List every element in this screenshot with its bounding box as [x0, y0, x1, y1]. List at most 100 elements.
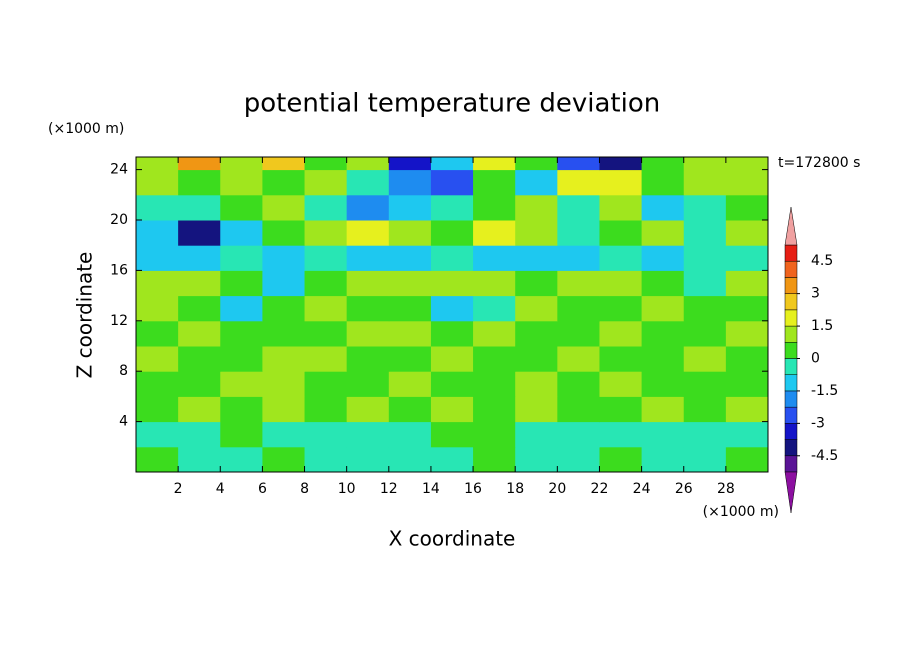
- field-cell: [515, 446, 558, 472]
- field-cell: [388, 194, 432, 221]
- field-cell: [178, 295, 221, 322]
- field-cell: [599, 396, 643, 423]
- field-cell: [262, 270, 306, 297]
- field-cell: [304, 295, 348, 322]
- field-cell: [262, 245, 306, 271]
- field-cell: [683, 421, 727, 448]
- field-cell: [683, 157, 727, 171]
- x-tick-label: 16: [464, 481, 482, 497]
- field-cell: [473, 371, 516, 397]
- field-cell: [220, 371, 263, 397]
- field-cell: [473, 157, 516, 171]
- colorbar-box: [784, 277, 798, 294]
- field-cell: [515, 245, 558, 271]
- field-cell: [220, 295, 263, 322]
- field-cell: [220, 169, 263, 196]
- field-cell: [178, 320, 221, 347]
- colorbar-box: [784, 260, 798, 278]
- colorbar-box: [784, 325, 798, 343]
- x-tick-label: 26: [675, 481, 693, 497]
- field-cell: [473, 270, 516, 297]
- field-cell: [430, 245, 474, 271]
- field-cell: [515, 270, 558, 297]
- field-cell: [599, 270, 643, 297]
- field-cell: [557, 194, 600, 221]
- field-cell: [725, 157, 768, 171]
- field-cell: [641, 371, 685, 397]
- field-cell: [304, 446, 348, 472]
- field-cell: [725, 295, 768, 322]
- field-cell: [725, 194, 768, 221]
- field-cell: [473, 320, 516, 347]
- colorbar-box: [784, 455, 798, 473]
- field-cell: [557, 446, 600, 472]
- field-cell: [262, 157, 306, 171]
- field-cell: [136, 295, 179, 322]
- field-cell: [430, 194, 474, 221]
- field-cell: [304, 157, 348, 171]
- field-cell: [599, 346, 643, 372]
- field-cell: [515, 295, 558, 322]
- field-cell: [178, 396, 221, 423]
- field-cell: [346, 371, 390, 397]
- field-cell: [557, 270, 600, 297]
- field-cell: [599, 194, 643, 221]
- x-tick-label: 18: [506, 481, 524, 497]
- field-cell: [220, 157, 263, 171]
- field-cell: [346, 220, 390, 246]
- field-cell: [136, 245, 179, 271]
- field-cell: [641, 396, 685, 423]
- colorbar-box: [784, 342, 798, 359]
- field-cell: [430, 446, 474, 472]
- y-axis-label: Z coordinate: [73, 252, 97, 379]
- field-cell: [473, 245, 516, 271]
- field-cell: [220, 421, 263, 448]
- x-tick-label: 28: [717, 481, 735, 497]
- field-cell: [515, 371, 558, 397]
- y-tick-label: 4: [119, 414, 128, 430]
- colorbar-box: [784, 423, 798, 440]
- field-cell: [557, 295, 600, 322]
- field-cell: [136, 157, 179, 171]
- x-tick-label: 20: [548, 481, 566, 497]
- field-cell: [388, 421, 432, 448]
- field-cell: [136, 169, 179, 196]
- field-cell: [136, 320, 179, 347]
- field-cell: [220, 320, 263, 347]
- field-cell: [515, 157, 558, 171]
- field-cell: [557, 169, 600, 196]
- field-cell: [683, 446, 727, 472]
- field-cell: [557, 346, 600, 372]
- field-cell: [262, 220, 306, 246]
- colorbar-box: [784, 309, 798, 327]
- field-cell: [557, 421, 600, 448]
- field-cell: [473, 421, 516, 448]
- field-cell: [136, 194, 179, 221]
- field-cell: [220, 446, 263, 472]
- field-cell: [178, 371, 221, 397]
- field-cell: [430, 270, 474, 297]
- field-cell: [683, 346, 727, 372]
- field-cell: [430, 421, 474, 448]
- field-cell: [388, 295, 432, 322]
- field-cell: [641, 245, 685, 271]
- field-cell: [430, 396, 474, 423]
- field-cell: [725, 270, 768, 297]
- field-cell: [599, 446, 643, 472]
- field-cell: [641, 320, 685, 347]
- field-cell: [641, 346, 685, 372]
- field-cell: [136, 220, 179, 246]
- colorbar-box: [784, 406, 798, 424]
- field-cell: [430, 320, 474, 347]
- field-cell: [136, 371, 179, 397]
- field-cell: [136, 396, 179, 423]
- field-cell: [641, 157, 685, 171]
- y-tick-label: 8: [119, 363, 128, 379]
- y-tick-label: 24: [110, 162, 128, 178]
- colorbar-over: [784, 206, 798, 246]
- field-cell: [430, 346, 474, 372]
- field-cell: [304, 194, 348, 221]
- field-cell: [262, 295, 306, 322]
- field-cell: [262, 169, 306, 196]
